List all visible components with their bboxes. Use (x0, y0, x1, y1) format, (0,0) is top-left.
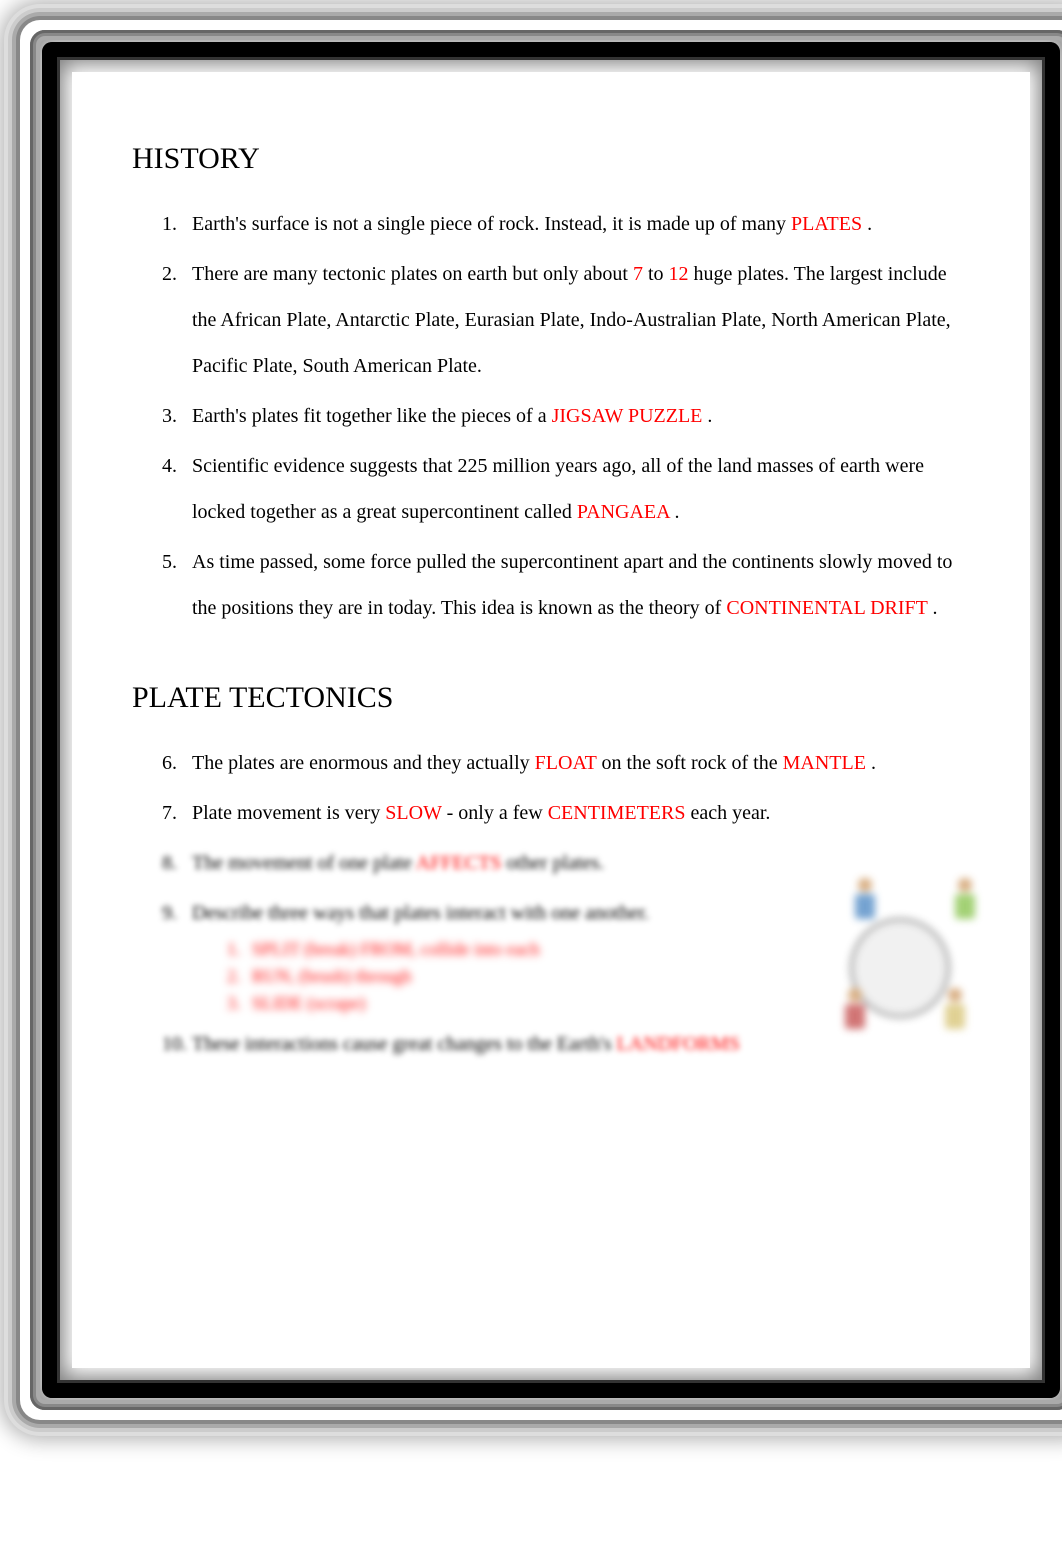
inner-frame: HISTORY Earth's surface is not a single … (42, 42, 1060, 1398)
highlight-seven: 7 (633, 263, 643, 285)
text-segment: Describe three ways that plates interact… (192, 902, 649, 924)
text-segment: . (669, 501, 679, 523)
plate-item-6: The plates are enormous and they actuall… (162, 740, 970, 786)
highlight-twelve: 12 (669, 263, 689, 285)
text-segment: Plate movement is very (192, 802, 385, 824)
highlight-mantle: MANTLE (783, 752, 866, 774)
plate-interaction-illustration (810, 878, 990, 1058)
text-segment: The plates are enormous and they actuall… (192, 752, 535, 774)
highlight-affects: AFFECTS (416, 852, 502, 874)
history-item-5: As time passed, some force pulled the su… (162, 539, 970, 631)
highlight-centimeters: CENTIMETERS (548, 802, 686, 824)
text-segment: . (702, 405, 712, 427)
highlight-plates: PLATES (791, 213, 862, 235)
text-segment: to (643, 263, 669, 285)
highlight-continental-drift: CONTINENTAL DRIFT (726, 597, 927, 619)
history-item-4: Scientific evidence suggests that 225 mi… (162, 443, 970, 535)
text-segment: Earth's plates fit together like the pie… (192, 405, 552, 427)
text-segment: There are many tectonic plates on earth … (192, 263, 633, 285)
text-segment: . (866, 752, 876, 774)
highlight-pangaea: PANGAEA (577, 501, 670, 523)
text-segment: Scientific evidence suggests that 225 mi… (192, 455, 924, 523)
text-segment: other plates. (501, 852, 604, 874)
history-item-1: Earth's surface is not a single piece of… (162, 201, 970, 247)
text-segment: . (928, 597, 938, 619)
text-segment: The movement of one plate (192, 852, 416, 874)
text-segment: . (862, 213, 872, 235)
person-figure-3 (840, 988, 870, 1038)
text-segment: Earth's surface is not a single piece of… (192, 213, 791, 235)
highlight-float: FLOAT (535, 752, 597, 774)
text-segment: - only a few (442, 802, 548, 824)
highlight-landforms: LANDFORMS (617, 1033, 740, 1055)
mid-frame: HISTORY Earth's surface is not a single … (30, 30, 1062, 1410)
document-content: HISTORY Earth's surface is not a single … (72, 72, 1030, 1368)
highlight-jigsaw: JIGSAW PUZZLE (552, 405, 703, 427)
text-segment: each year. (685, 802, 770, 824)
highlight-slow: SLOW (385, 802, 441, 824)
person-figure-4 (940, 988, 970, 1038)
outer-frame: HISTORY Earth's surface is not a single … (20, 20, 1062, 1420)
person-figure-1 (850, 878, 880, 928)
text-segment: These interactions cause great changes t… (192, 1033, 617, 1055)
history-list: Earth's surface is not a single piece of… (132, 201, 970, 631)
history-section-title: HISTORY (132, 142, 970, 176)
history-item-2: There are many tectonic plates on earth … (162, 251, 970, 389)
person-figure-2 (950, 878, 980, 928)
plate-item-7: Plate movement is very SLOW - only a few… (162, 790, 970, 836)
text-segment: on the soft rock of the (597, 752, 783, 774)
history-item-3: Earth's plates fit together like the pie… (162, 393, 970, 439)
plate-tectonics-section-title: PLATE TECTONICS (132, 681, 970, 715)
